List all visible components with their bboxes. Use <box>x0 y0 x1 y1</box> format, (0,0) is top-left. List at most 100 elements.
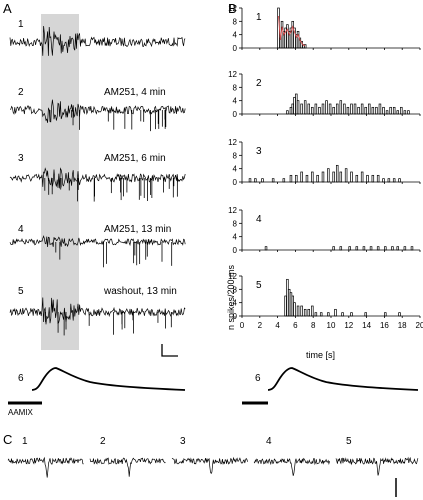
histogram-number: 3 <box>256 146 262 157</box>
y-tick-label: 0 <box>233 110 238 119</box>
trace-condition-5: washout, 13 min <box>103 286 177 297</box>
x-tick-label: 16 <box>380 321 389 330</box>
histogram-bin <box>360 171 364 183</box>
histogram-bin <box>327 312 330 317</box>
histogram-bin <box>389 106 392 115</box>
histogram-bin <box>387 178 391 183</box>
y-tick-label: 4 <box>233 233 238 242</box>
histogram-bin <box>350 103 353 115</box>
y-axis-title: n spikes/200 ms <box>226 264 236 330</box>
trace-line <box>9 297 186 325</box>
histogram-bin <box>296 100 300 115</box>
histogram-bin <box>403 110 407 115</box>
histogram-bin <box>341 312 344 317</box>
histogram-bin <box>254 178 257 183</box>
histogram-bin <box>335 164 339 183</box>
x-tick-label: 2 <box>258 321 263 330</box>
stimulus-waveform-a <box>31 367 186 391</box>
trace-line <box>9 167 186 189</box>
histogram-bin <box>303 308 307 317</box>
spike-waveform-2 <box>89 457 166 477</box>
x-tick-label: 10 <box>327 321 336 330</box>
x-tick-label: 18 <box>398 321 407 330</box>
trace-line <box>9 99 186 123</box>
histogram-bin <box>264 246 268 251</box>
histogram-bin <box>335 103 339 115</box>
event-number-2: 2 <box>100 436 106 447</box>
histogram-bin <box>384 312 387 317</box>
histogram-bin <box>300 103 303 115</box>
histogram-bin <box>332 246 335 251</box>
overlay-trace <box>278 15 306 46</box>
histogram-bin <box>407 110 410 115</box>
panel-b-label: B <box>228 1 237 16</box>
histogram-3: 0 4 8 12 3 <box>228 138 421 187</box>
histogram-bin <box>410 246 414 251</box>
trace-number-5: 5 <box>18 286 24 297</box>
spike-waveform-5 <box>335 456 419 476</box>
histogram-bin <box>332 106 335 115</box>
histogram-bin <box>366 174 369 183</box>
y-tick-label: 8 <box>233 285 238 294</box>
x-tick-label: 0 <box>240 321 245 330</box>
histogram-bin <box>344 168 348 183</box>
spike-waveforms <box>7 456 419 478</box>
raw-trace-3 <box>9 167 186 202</box>
histogram-bin <box>355 246 359 251</box>
histogram-number: 5 <box>256 280 262 291</box>
y-tick-label: 0 <box>233 246 238 255</box>
histogram-bin <box>289 174 293 183</box>
histogram-bin <box>376 174 380 183</box>
y-tick-label: 0 <box>233 178 238 187</box>
histogram-bin <box>300 305 303 317</box>
event-number-3: 3 <box>180 436 186 447</box>
event-number-1: 1 <box>22 436 28 447</box>
spike-waveform-4 <box>253 457 330 476</box>
histogram-bin <box>392 106 396 115</box>
y-tick-label: 12 <box>228 272 237 281</box>
histogram-bin <box>261 178 264 183</box>
histogram-bin <box>282 178 286 183</box>
histogram-bin <box>398 178 401 183</box>
y-tick-label: 8 <box>233 151 238 160</box>
y-tick-label: 12 <box>228 70 237 79</box>
y-tick-label: 4 <box>233 165 238 174</box>
y-tick-label: 4 <box>233 31 238 40</box>
histogram-bin <box>392 178 396 183</box>
histogram-bin <box>364 106 367 115</box>
histogram-bin <box>295 174 298 183</box>
y-tick-label: 0 <box>233 44 238 53</box>
histogram-bin <box>391 246 394 251</box>
histogram-bin <box>321 171 325 183</box>
histogram-number: 2 <box>256 78 262 89</box>
stimulus-number-b: 6 <box>255 373 261 384</box>
histogram-bin <box>327 168 330 183</box>
histogram-bin <box>311 171 314 183</box>
y-tick-label: 12 <box>228 206 237 215</box>
stimulus-label: AAMIX <box>8 408 34 417</box>
histogram-5: 0 4 8 12 5 0 2 4 6 8 10 12 14 16 18 20 <box>228 272 423 330</box>
histogram-bin <box>334 308 337 317</box>
x-axis-title: time [s] <box>306 350 335 360</box>
x-tick-label: 8 <box>311 321 316 330</box>
histogram-bin <box>398 312 401 317</box>
histogram-bin <box>362 246 366 251</box>
histogram-bin <box>318 106 321 115</box>
spike-waveform-3 <box>171 456 248 475</box>
histogram-bin <box>357 106 360 115</box>
histogram-bin <box>339 100 343 115</box>
event-number-5: 5 <box>346 436 352 447</box>
histogram-bin <box>305 174 309 183</box>
histogram-4: 0 4 8 12 4 <box>228 206 421 255</box>
y-tick-label: 4 <box>233 299 238 308</box>
histogram-bin <box>321 103 325 115</box>
trace-condition-2: AM251, 4 min <box>104 87 166 98</box>
histogram-bin <box>396 110 399 115</box>
event-number-4: 4 <box>266 436 272 447</box>
raw-trace-1 <box>9 25 186 56</box>
x-tick-label: 6 <box>293 321 298 330</box>
trace-condition-4: AM251, 13 min <box>104 224 171 235</box>
histogram-bin <box>385 110 389 115</box>
histogram-bin <box>371 174 375 183</box>
